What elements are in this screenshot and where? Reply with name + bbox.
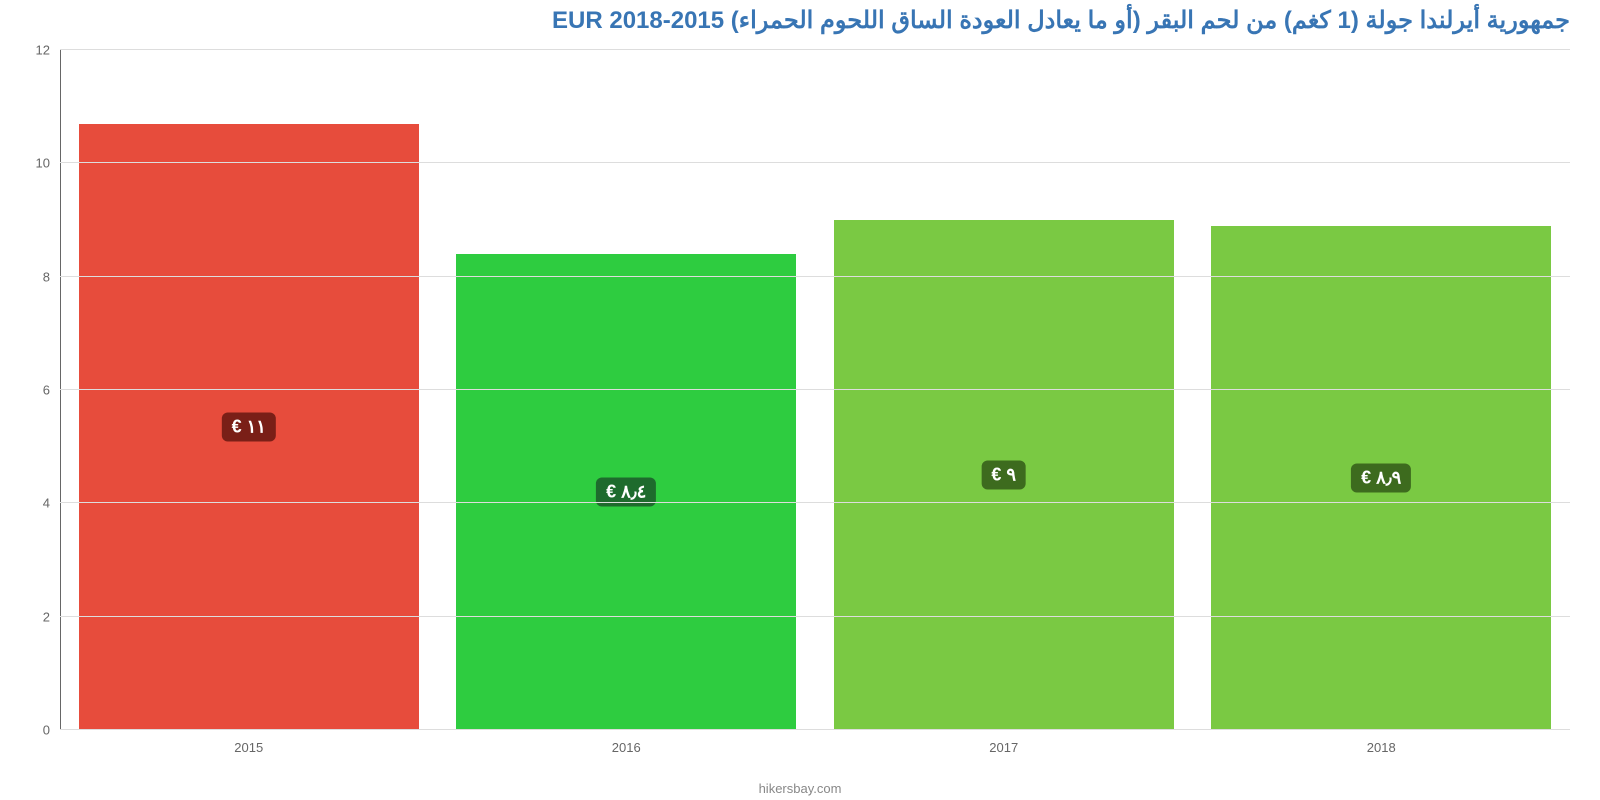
x-tick-label: 2016 — [612, 740, 641, 755]
bar: ٨٫٩ € — [1211, 226, 1551, 730]
y-tick-label: 10 — [10, 156, 50, 171]
chart-title: جمهورية أيرلندا جولة (1 كغم) من لحم البق… — [552, 6, 1570, 35]
grid-line — [60, 729, 1570, 730]
bar-value-badge: ٩ € — [981, 461, 1026, 490]
plot-area: ١١ €2015٨٫٤ €2016٩ €2017٨٫٩ €2018 024681… — [60, 50, 1570, 730]
x-tick-label: 2015 — [234, 740, 263, 755]
grid-line — [60, 49, 1570, 50]
bar-slot: ١١ €2015 — [60, 50, 438, 730]
bar-value-badge: ١١ € — [222, 412, 276, 441]
bar-slot: ٩ €2017 — [815, 50, 1193, 730]
y-tick-label: 0 — [10, 723, 50, 738]
y-tick-label: 8 — [10, 269, 50, 284]
grid-line — [60, 389, 1570, 390]
x-tick-label: 2017 — [989, 740, 1018, 755]
y-tick-label: 12 — [10, 43, 50, 58]
y-tick-label: 2 — [10, 609, 50, 624]
bar-slot: ٨٫٤ €2016 — [438, 50, 816, 730]
bar: ٨٫٤ € — [456, 254, 796, 730]
chart-container: جمهورية أيرلندا جولة (1 كغم) من لحم البق… — [0, 0, 1600, 800]
bar: ١١ € — [79, 124, 419, 730]
y-tick-label: 4 — [10, 496, 50, 511]
bar-slot: ٨٫٩ €2018 — [1193, 50, 1571, 730]
grid-line — [60, 162, 1570, 163]
grid-line — [60, 502, 1570, 503]
x-tick-label: 2018 — [1367, 740, 1396, 755]
bars-group: ١١ €2015٨٫٤ €2016٩ €2017٨٫٩ €2018 — [60, 50, 1570, 730]
chart-footer: hikersbay.com — [0, 781, 1600, 796]
grid-line — [60, 616, 1570, 617]
bar-value-badge: ٨٫٩ € — [1351, 463, 1411, 492]
grid-line — [60, 276, 1570, 277]
bar: ٩ € — [834, 220, 1174, 730]
y-tick-label: 6 — [10, 383, 50, 398]
